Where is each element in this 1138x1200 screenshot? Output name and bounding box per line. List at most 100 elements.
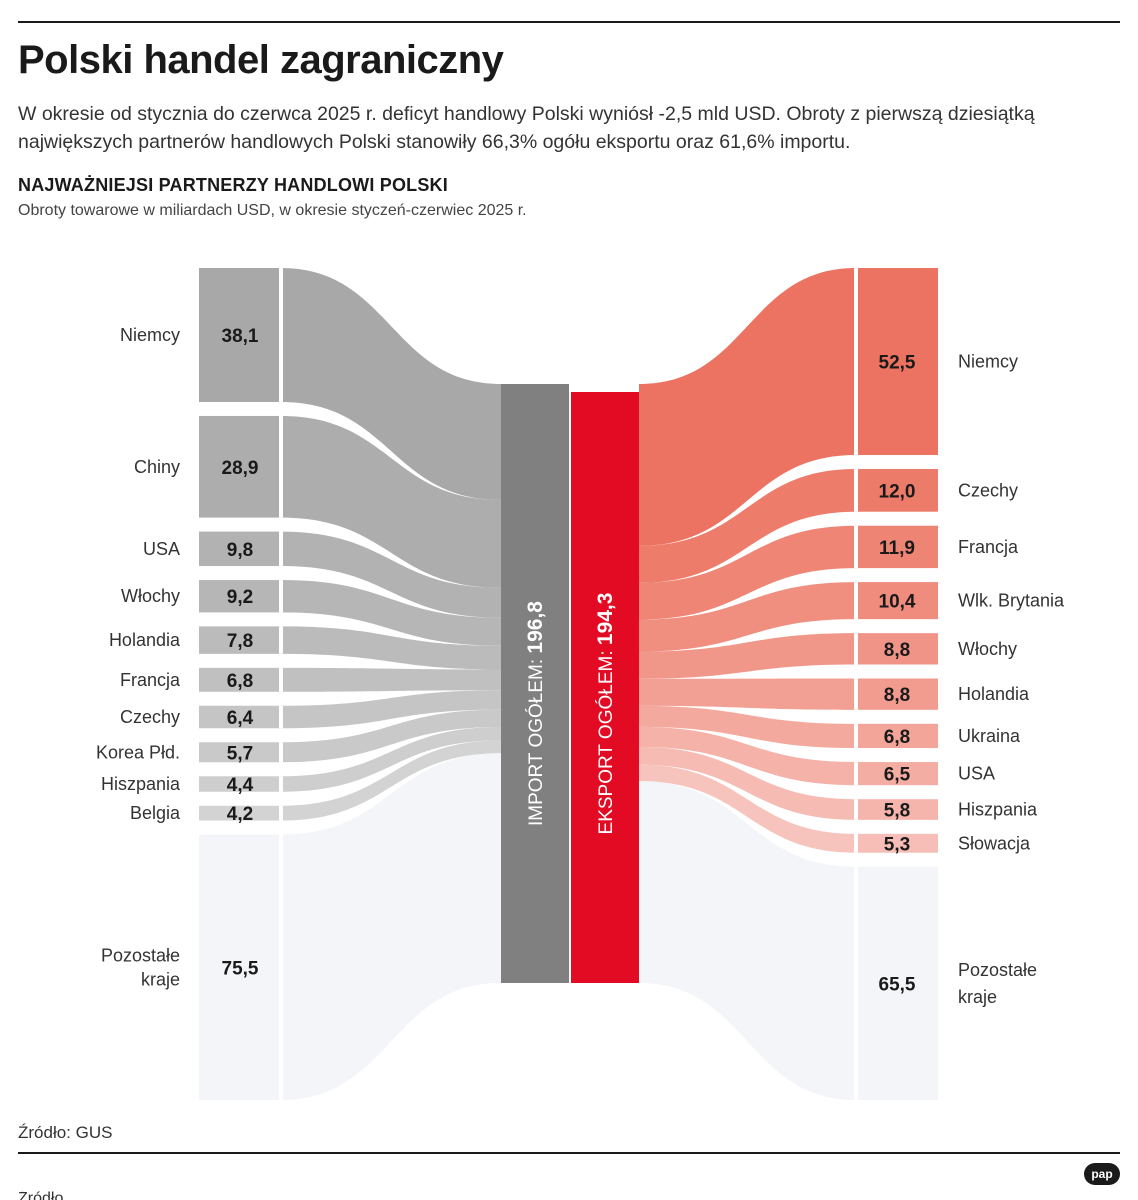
export-label-ukraina: Ukraina <box>958 726 1021 746</box>
import-flow-pozostale-kraje <box>281 753 501 1100</box>
export-value-hiszpania: 5,8 <box>884 801 910 822</box>
import-total-label: IMPORT OGÓŁEM: 196,8 <box>524 601 547 826</box>
import-node-sep-usa <box>279 531 283 567</box>
export-label-holandia: Holandia <box>958 684 1030 704</box>
export-node-sep-francja <box>854 525 858 569</box>
export-node-sep-czechy <box>854 468 858 512</box>
import-flow-chiny <box>281 415 501 588</box>
import-total-label-value: 196,8 <box>524 601 547 654</box>
import-node-chiny <box>199 415 281 518</box>
export-flow-francja <box>639 525 856 620</box>
top-rule <box>18 21 1120 23</box>
import-flow-czechy <box>281 690 501 729</box>
import-label-chiny: Chiny <box>134 457 180 477</box>
import-node-hiszpania <box>199 776 281 792</box>
export-node-sep-niemcy <box>854 268 858 455</box>
export-node-sep-hiszpania <box>854 799 858 820</box>
export-flow-pozostale-kraje <box>639 781 856 1100</box>
export-node-sep-wlk-brytania <box>854 582 858 620</box>
export-value-holandia: 8,8 <box>884 685 910 706</box>
import-node-czechy <box>199 705 281 729</box>
export-label-niemcy: Niemcy <box>958 351 1018 371</box>
import-value-wlochy: 9,2 <box>227 587 253 608</box>
import-flow-niemcy <box>281 268 501 500</box>
export-node-usa <box>856 762 938 786</box>
chart-heading: NAJWAŻNIEJSI PARTNERZY HANDLOWI POLSKI <box>18 175 448 195</box>
export-value-usa: 6,5 <box>884 765 911 786</box>
export-flow-usa <box>639 726 856 786</box>
export-node-sep-usa <box>854 762 858 786</box>
export-node-wlk-brytania <box>856 582 938 620</box>
import-flow-wlochy <box>281 580 501 646</box>
import-node-sep-chiny <box>279 415 283 518</box>
export-node-sep-ukraina <box>854 723 858 749</box>
source-note: Źródło: GUS <box>18 1123 113 1142</box>
import-node-usa <box>199 531 281 567</box>
import-label-usa: USA <box>143 539 180 559</box>
export-node-sep-slowacja <box>854 833 858 853</box>
import-label-belgia: Belgia <box>130 803 181 823</box>
pap-logo: pap <box>1084 1163 1120 1185</box>
import-label-pozostale-kraje-1: kraje <box>141 969 180 989</box>
import-flow-korea-pld <box>281 709 501 763</box>
export-label-usa: USA <box>958 764 995 784</box>
export-node-sep-holandia <box>854 678 858 710</box>
import-value-hiszpania: 4,4 <box>227 775 254 796</box>
export-flow-czechy <box>639 468 856 583</box>
import-label-holandia: Holandia <box>109 630 181 650</box>
export-flow-slowacja <box>639 764 856 853</box>
import-flow-francja <box>281 667 501 692</box>
export-total-label-value: 194,3 <box>594 593 617 646</box>
export-total-bar <box>571 392 639 983</box>
export-node-czechy <box>856 468 938 512</box>
export-node-sep-pozostale-kraje <box>854 866 858 1100</box>
import-node-wlochy <box>199 580 281 613</box>
export-value-pozostale-kraje: 65,5 <box>879 974 916 995</box>
import-flow-usa <box>281 531 501 618</box>
import-value-usa: 9,8 <box>227 540 253 561</box>
trade-sankey-chart: 38,1 Niemcy 28,9 Chiny 9,8 USA 9,2 Włochy 7,8 Hol… <box>96 268 1065 1100</box>
import-node-sep-pozostale-kraje <box>279 834 283 1100</box>
export-flow-holandia <box>639 678 856 710</box>
chart-subheading: Obroty towarowe w miliardach USD, w okre… <box>18 202 527 219</box>
import-label-czechy: Czechy <box>120 707 180 727</box>
export-node-slowacja <box>856 833 938 853</box>
import-node-sep-holandia <box>279 626 283 654</box>
import-total-label-caption: IMPORT OGÓŁEM: <box>525 654 547 826</box>
import-node-belgia <box>199 805 281 821</box>
import-label-wlochy: Włochy <box>121 586 180 606</box>
import-label-hiszpania: Hiszpania <box>101 774 181 794</box>
export-label-czechy: Czechy <box>958 480 1018 500</box>
lead-paragraph: W okresie od stycznia do czerwca 2025 r.… <box>18 103 1035 153</box>
export-value-wlk-brytania: 10,4 <box>879 592 916 613</box>
export-node-francja <box>856 525 938 569</box>
import-node-niemcy <box>199 268 281 402</box>
import-node-sep-francja <box>279 667 283 692</box>
export-label-pozostale-kraje-1: kraje <box>958 987 997 1007</box>
import-node-pozostale-kraje <box>199 834 281 1100</box>
import-flow-holandia <box>281 626 501 670</box>
import-node-sep-hiszpania <box>279 776 283 792</box>
import-node-francja <box>199 667 281 692</box>
export-value-ukraina: 6,8 <box>884 727 910 748</box>
export-node-pozostale-kraje <box>856 866 938 1100</box>
import-label-pozostale-kraje-0: Pozostałe <box>101 945 180 965</box>
import-node-holandia <box>199 626 281 654</box>
import-value-korea-pld: 5,7 <box>227 743 253 764</box>
export-value-niemcy: 52,5 <box>879 352 916 373</box>
import-node-sep-wlochy <box>279 580 283 613</box>
export-node-holandia <box>856 678 938 710</box>
import-node-sep-czechy <box>279 705 283 729</box>
import-label-francja: Francja <box>120 670 181 690</box>
import-value-chiny: 28,9 <box>222 458 259 479</box>
import-value-pozostale-kraje: 75,5 <box>222 958 259 979</box>
export-value-czechy: 12,0 <box>879 481 916 502</box>
import-label-korea-pld: Korea Płd. <box>96 742 180 762</box>
export-flow-ukraina <box>639 705 856 749</box>
export-node-hiszpania <box>856 799 938 820</box>
export-label-hiszpania: Hiszpania <box>958 800 1038 820</box>
export-value-francja: 11,9 <box>879 538 915 559</box>
import-total-bar <box>501 384 569 983</box>
import-value-czechy: 6,4 <box>227 708 254 729</box>
export-total-label: EKSPORT OGÓŁEM: 194,3 <box>594 593 617 835</box>
